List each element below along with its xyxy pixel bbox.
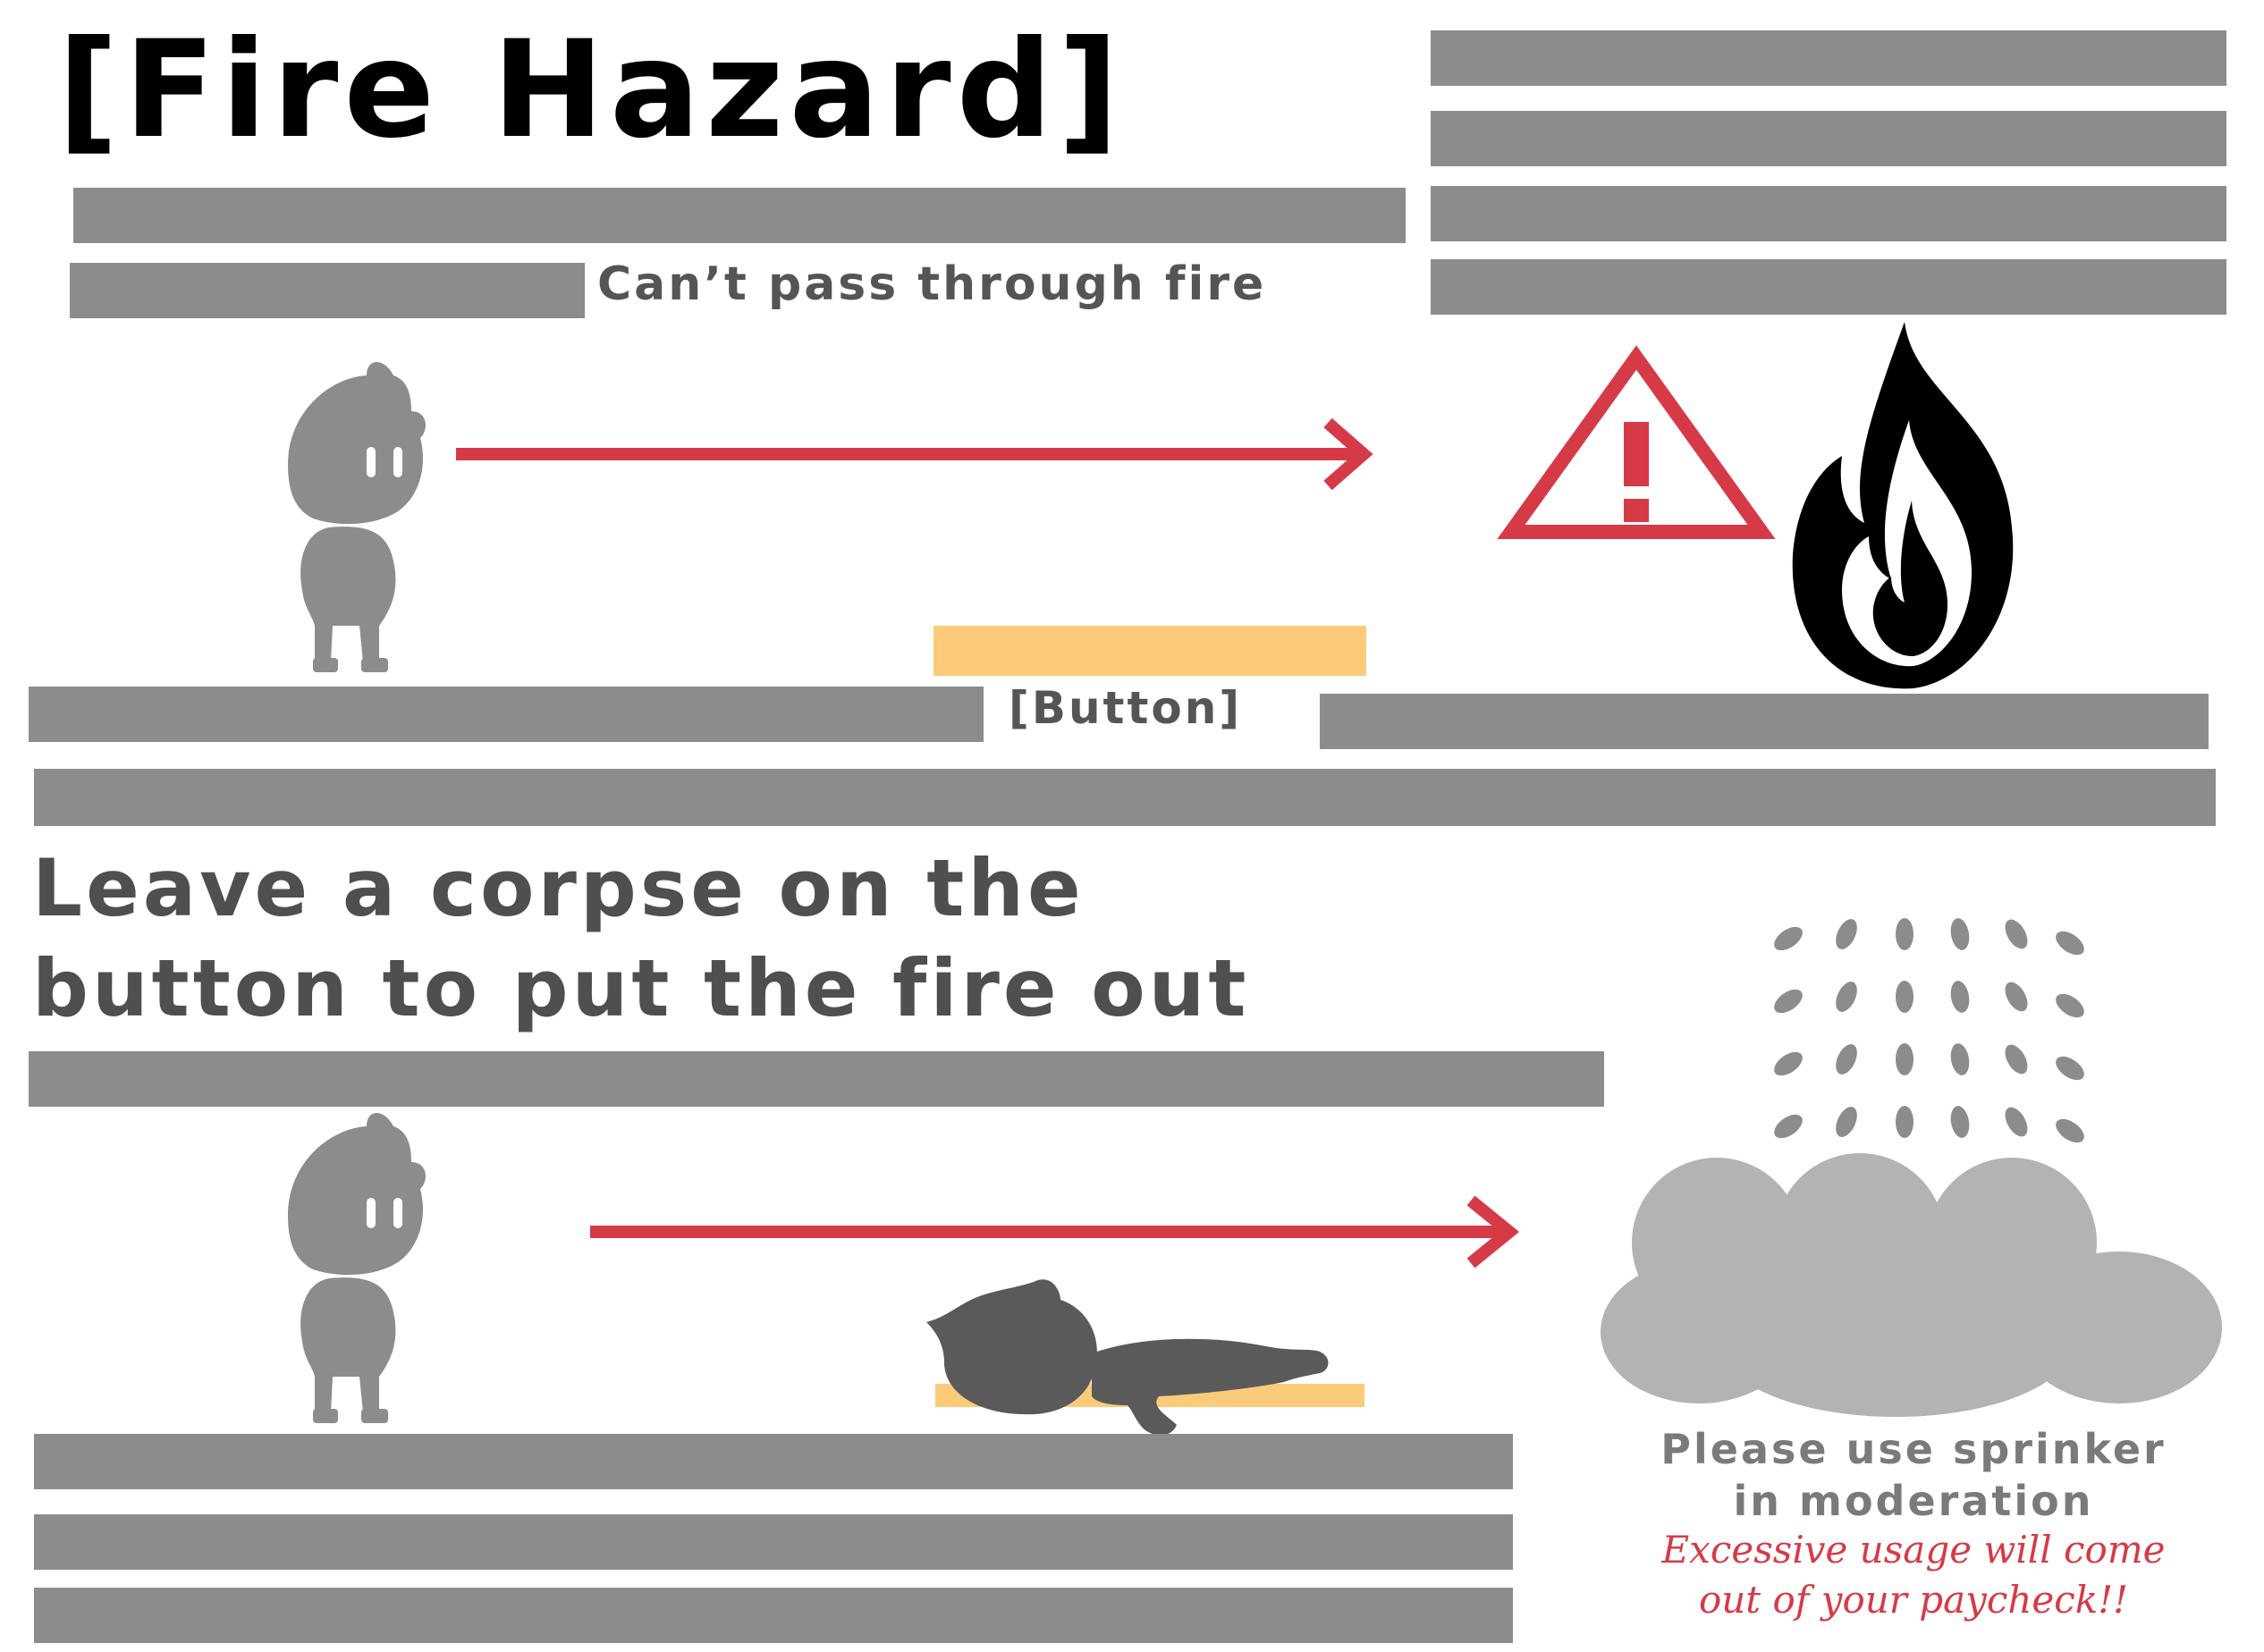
- floor-platform: [1320, 694, 2209, 749]
- character-icon: [288, 1113, 426, 1423]
- floor-platform: [34, 1588, 1513, 1643]
- wall-bar: [1431, 30, 2226, 86]
- sprinkler-note: in moderation: [1733, 1477, 2094, 1525]
- instruction-line: Leave a corpse on the: [32, 842, 1085, 934]
- wall-bar: [1431, 186, 2226, 241]
- button-label: [Button]: [1009, 682, 1243, 734]
- ceiling-bar: [29, 1051, 1604, 1107]
- paycheck-warning: Excessive usage will come: [1661, 1528, 2166, 1572]
- ceiling-bar: [73, 188, 1406, 243]
- arrow-right-icon: [456, 417, 1373, 491]
- floor-platform: [34, 1434, 1513, 1489]
- arrow-right-icon: [590, 1195, 1520, 1268]
- sprinkler-note: Please use sprinker: [1660, 1425, 2167, 1473]
- floor-platform: [34, 1514, 1513, 1570]
- instruction-heading: Leave a corpse on the button to put the …: [32, 839, 1249, 1039]
- flame-icon: [1792, 322, 2014, 689]
- floor-platform: [34, 769, 2216, 826]
- instruction-line: button to put the fire out: [32, 942, 1250, 1034]
- corpse-icon: [926, 1279, 1329, 1436]
- warning-triangle-icon: [1497, 345, 1776, 539]
- level-title: [Fire Hazard]: [57, 13, 1125, 168]
- pressure-button[interactable]: [933, 626, 1366, 676]
- character-icon: [288, 362, 426, 672]
- subtitle: Can’t pass through fire: [597, 257, 1267, 311]
- cloud-icon: [1601, 1153, 2222, 1417]
- wall-bar: [1431, 111, 2226, 166]
- wall-bar: [1431, 259, 2226, 315]
- paycheck-warning: out of your paycheck!!: [1698, 1578, 2129, 1622]
- water-drops-icon: [1774, 918, 2084, 1205]
- ceiling-bar: [70, 263, 585, 318]
- floor-platform: [29, 687, 984, 742]
